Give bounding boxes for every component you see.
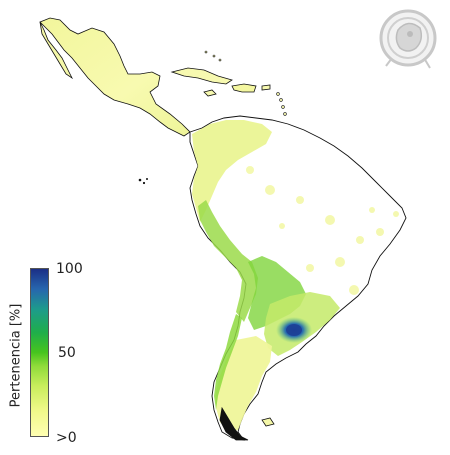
legend-title-text: Pertenencia [%] bbox=[8, 303, 24, 407]
jamaica-island bbox=[203, 89, 217, 97]
legend-tick-min: >0 bbox=[56, 430, 77, 446]
amazon-speckles bbox=[246, 166, 399, 295]
cuba-island bbox=[170, 67, 233, 85]
puerto-rico-island bbox=[261, 84, 271, 91]
galapagos-islands bbox=[138, 178, 148, 185]
legend-tick-max: 100 bbox=[56, 261, 83, 277]
andes-green-strip bbox=[198, 200, 258, 322]
seal-logo-icon bbox=[379, 9, 437, 69]
chile-coast bbox=[214, 314, 242, 410]
tierra-del-fuego bbox=[219, 406, 249, 441]
mexico-region bbox=[39, 17, 191, 137]
legend-tick-mid: 50 bbox=[58, 345, 76, 361]
hispaniola-island bbox=[231, 83, 257, 93]
falkland-islands bbox=[261, 417, 275, 427]
north-andes-zone bbox=[192, 120, 272, 222]
patagonia-zone bbox=[216, 336, 272, 432]
legend-colorbar bbox=[30, 268, 49, 437]
lesser-antilles bbox=[204, 50, 287, 116]
legend-title: Pertenencia [%] bbox=[1, 300, 31, 410]
baja-california bbox=[39, 21, 74, 80]
parana-core bbox=[286, 324, 302, 336]
